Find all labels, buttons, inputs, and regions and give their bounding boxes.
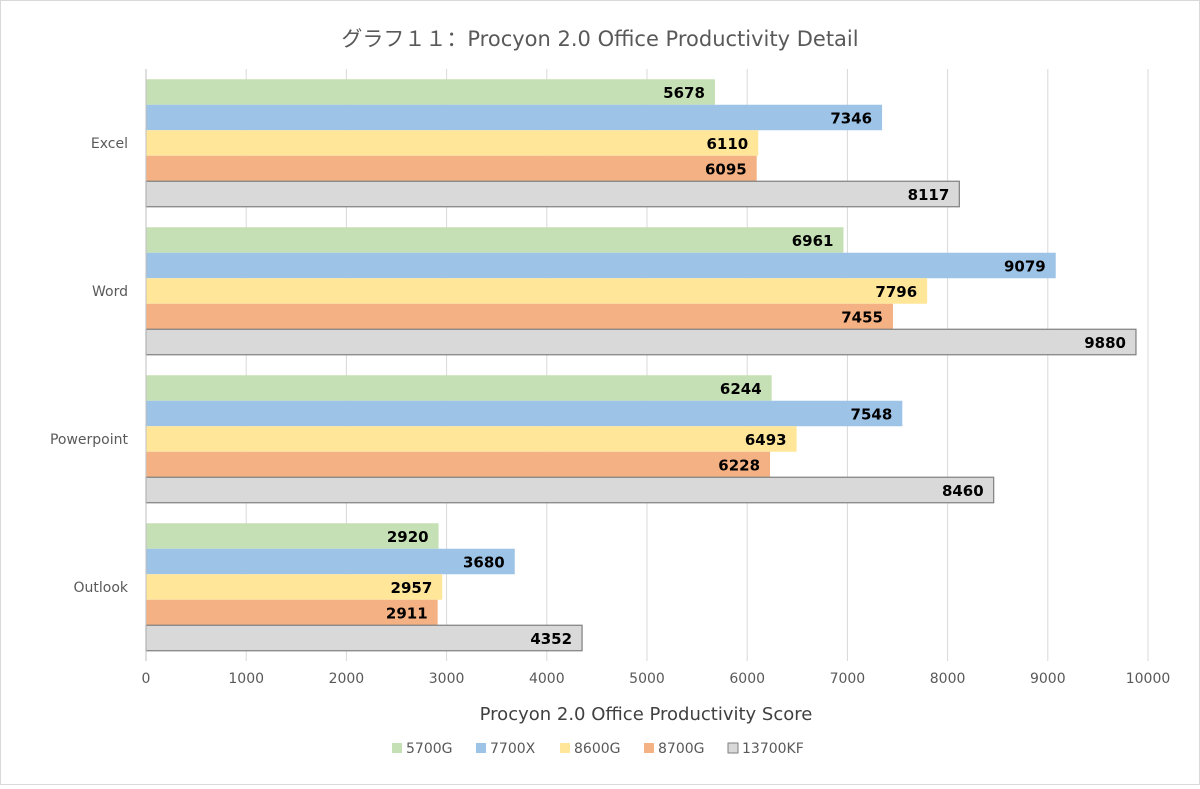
- chart-title: グラフ１１：Procyon 2.0 Office Productivity De…: [341, 27, 858, 51]
- data-label: 7455: [841, 309, 883, 327]
- bar-7700x-powerpoint: [146, 400, 903, 427]
- x-tick-label: 2000: [329, 671, 365, 687]
- bar-5700g-powerpoint: [146, 375, 772, 401]
- bars: 5678 7346 6110 6095 8117 6961 9079 7796 7455 9880…: [145, 79, 1137, 652]
- axes: 0 1000 2000 3000 4000 5000 6000 7000 8000 9000 100…: [50, 69, 1170, 687]
- data-label: 3680: [463, 554, 505, 572]
- bar-8600g-word: [146, 278, 928, 304]
- data-label: 2920: [387, 528, 429, 546]
- data-label: 6228: [718, 457, 760, 475]
- x-tick-label: 8000: [930, 671, 966, 687]
- data-label: 6095: [705, 161, 747, 179]
- data-label: 6961: [792, 232, 834, 250]
- legend-swatch: [476, 743, 486, 753]
- bar-7700x-excel: [146, 104, 883, 131]
- data-label: 6110: [706, 135, 748, 153]
- bar-5700g-outlook: [146, 523, 439, 549]
- data-label: 9079: [1004, 258, 1046, 276]
- data-label: 7548: [851, 406, 893, 424]
- bar-13700kf-excel: [145, 180, 960, 208]
- legend-label: 8600G: [574, 741, 620, 757]
- legend-label: 5700G: [406, 741, 452, 757]
- category-label: Powerpoint: [50, 432, 129, 448]
- bar-7700x-outlook: [146, 548, 515, 575]
- bar-7700x-word: [146, 252, 1056, 279]
- legend-label: 7700X: [490, 741, 536, 757]
- x-tick-label: 5000: [629, 671, 665, 687]
- category-label: Excel: [91, 136, 128, 152]
- data-label: 6493: [745, 431, 787, 449]
- data-label: 8117: [908, 186, 950, 204]
- x-tick-label: 9000: [1030, 671, 1066, 687]
- category-label: Word: [92, 284, 128, 300]
- legend-label: 13700KF: [742, 741, 804, 757]
- data-label: 7346: [830, 110, 872, 128]
- x-tick-label: 0: [142, 671, 151, 687]
- category-label: Outlook: [73, 580, 128, 596]
- x-tick-label: 7000: [830, 671, 866, 687]
- legend-swatch: [727, 742, 739, 754]
- data-label: 2957: [391, 579, 433, 597]
- legend-swatch: [560, 743, 570, 753]
- legend-label: 8700G: [658, 741, 704, 757]
- data-label: 7796: [875, 283, 917, 301]
- bar-13700kf-word: [145, 328, 1137, 356]
- bar-8600g-excel: [146, 130, 759, 156]
- data-label: 6244: [720, 380, 762, 398]
- x-tick-label: 10000: [1126, 671, 1171, 687]
- data-label: 8460: [942, 482, 984, 500]
- data-label: 9880: [1084, 334, 1126, 352]
- bar-8700g-powerpoint: [146, 451, 771, 478]
- x-tick-label: 4000: [529, 671, 565, 687]
- bar-8700g-excel: [146, 155, 757, 182]
- bar-8700g-outlook: [146, 599, 438, 626]
- bar-13700kf-outlook: [145, 624, 583, 652]
- data-label: 2911: [386, 605, 428, 623]
- bar-13700kf-powerpoint: [145, 476, 995, 504]
- legend-swatch: [392, 743, 402, 753]
- bar-8700g-word: [146, 303, 893, 330]
- bar-8600g-powerpoint: [146, 426, 797, 452]
- bar-5700g-excel: [146, 79, 715, 105]
- legend: 5700G 7700X 8600G 8700G 13700KF: [392, 741, 804, 757]
- bar-5700g-word: [146, 227, 844, 253]
- x-tick-label: 3000: [429, 671, 465, 687]
- data-label: 4352: [530, 630, 572, 648]
- legend-swatch: [644, 743, 654, 753]
- bar-8600g-outlook: [146, 574, 443, 600]
- x-tick-label: 6000: [729, 671, 765, 687]
- x-axis-title: Procyon 2.0 Office Productivity Score: [480, 704, 813, 725]
- x-tick-label: 1000: [228, 671, 264, 687]
- data-label: 5678: [663, 84, 705, 102]
